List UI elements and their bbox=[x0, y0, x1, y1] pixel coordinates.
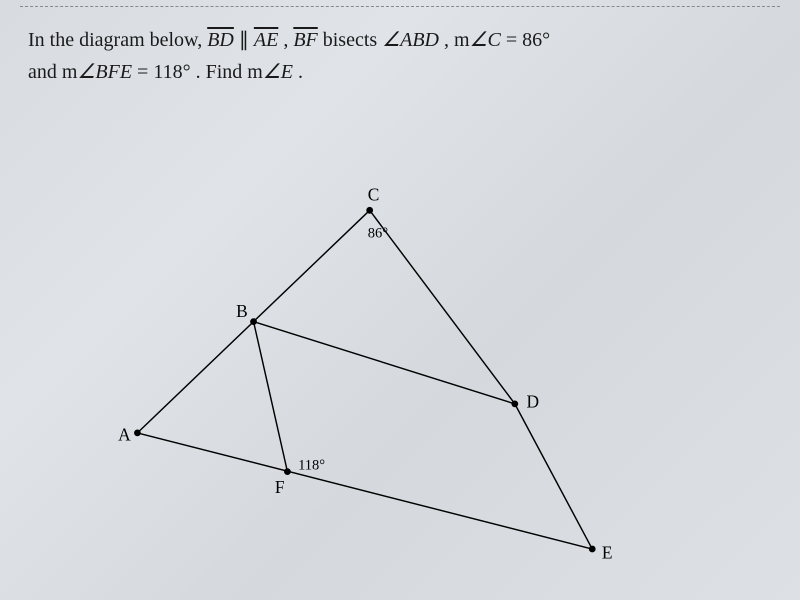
angle-label-f: 118° bbox=[298, 458, 325, 474]
m-prefix: m bbox=[62, 61, 78, 83]
label-a: A bbox=[118, 425, 131, 445]
line-a-e bbox=[137, 433, 592, 549]
eq-86: = 86° bbox=[506, 29, 550, 51]
diagram-svg: A B C D E F 86° 118° bbox=[60, 160, 660, 580]
eq-118: = 118° bbox=[137, 61, 191, 83]
label-c: C bbox=[368, 185, 380, 205]
point-d bbox=[511, 400, 518, 407]
segment-ae: AE bbox=[254, 29, 278, 51]
angle-c: ∠C bbox=[470, 29, 501, 51]
segment-bd: BD bbox=[207, 29, 234, 51]
find-text: . Find bbox=[196, 61, 248, 83]
and-text: and bbox=[28, 61, 62, 83]
angle-label-c: 86° bbox=[368, 225, 389, 241]
m-prefix: m bbox=[247, 61, 263, 83]
label-f: F bbox=[275, 477, 285, 497]
comma: , bbox=[444, 29, 454, 51]
parallel-symbol: ∥ bbox=[239, 29, 254, 51]
angle-bfe: ∠BFE bbox=[77, 61, 132, 83]
problem-statement: In the diagram below, BD ∥ AE , BF bisec… bbox=[28, 24, 772, 88]
point-e bbox=[589, 546, 596, 553]
line-b-d bbox=[254, 322, 515, 404]
segment-bf: BF bbox=[293, 29, 317, 51]
comma: , bbox=[283, 29, 293, 51]
label-b: B bbox=[236, 301, 248, 321]
angle-e: ∠E bbox=[263, 61, 293, 83]
label-d: D bbox=[526, 392, 539, 412]
point-b bbox=[250, 318, 257, 325]
label-e: E bbox=[602, 543, 613, 563]
m-prefix: m bbox=[454, 29, 470, 51]
point-c bbox=[366, 207, 373, 214]
line-b-f bbox=[254, 322, 288, 472]
period: . bbox=[298, 61, 303, 83]
text-prefix: In the diagram below, bbox=[28, 29, 207, 51]
point-f bbox=[284, 468, 291, 475]
angle-abd: ∠ABD bbox=[382, 29, 439, 51]
line-d-e bbox=[515, 404, 592, 549]
geometry-diagram: A B C D E F 86° 118° bbox=[60, 160, 660, 580]
line-c-d bbox=[370, 210, 515, 404]
divider-line bbox=[20, 6, 780, 7]
bisects-text: bisects bbox=[323, 29, 382, 51]
point-a bbox=[134, 430, 141, 437]
